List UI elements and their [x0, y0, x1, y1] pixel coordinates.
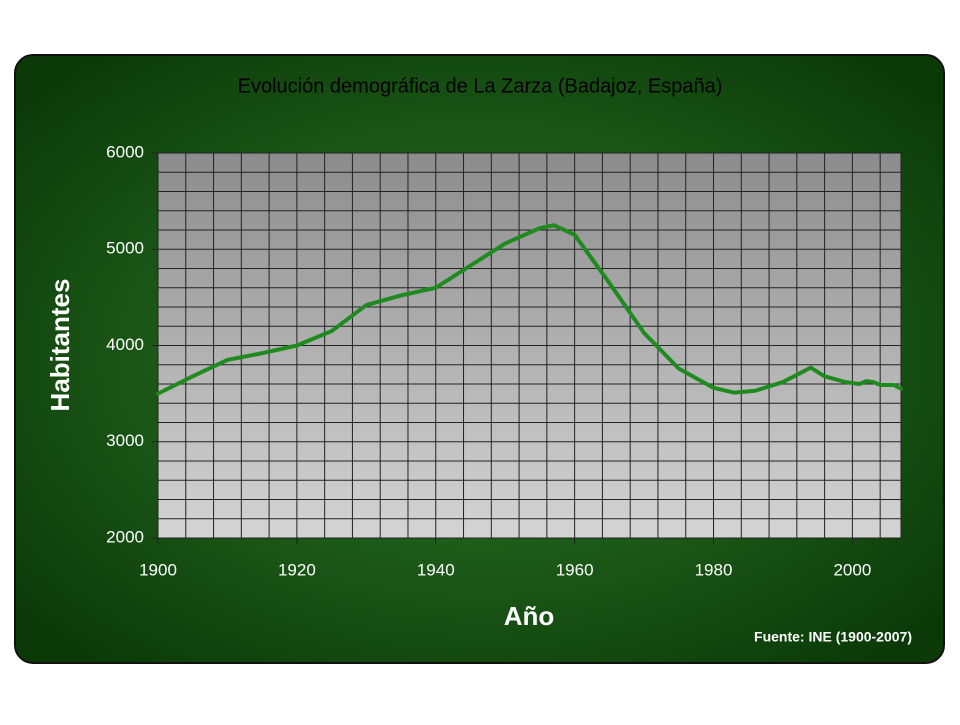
x-tick-label: 2000: [833, 560, 871, 579]
x-tick-label: 1980: [695, 560, 733, 579]
y-tick-label: 3000: [106, 431, 144, 450]
x-axis-label: Año: [504, 601, 555, 631]
source-note: Fuente: INE (1900-2007): [754, 629, 912, 645]
x-tick-label: 1960: [556, 560, 594, 579]
y-tick-label: 6000: [106, 142, 144, 161]
y-tick-label: 5000: [106, 239, 144, 258]
y-tick-label: 2000: [106, 527, 144, 546]
y-tick-label: 4000: [106, 335, 144, 354]
x-tick-label: 1920: [278, 560, 316, 579]
y-axis-label: Habitantes: [45, 279, 75, 412]
chart-title: Evolución demográfica de La Zarza (Badaj…: [238, 75, 723, 97]
data-line: [156, 223, 903, 396]
x-tick-label: 1940: [417, 560, 455, 579]
x-tick-label: 1900: [139, 560, 177, 579]
